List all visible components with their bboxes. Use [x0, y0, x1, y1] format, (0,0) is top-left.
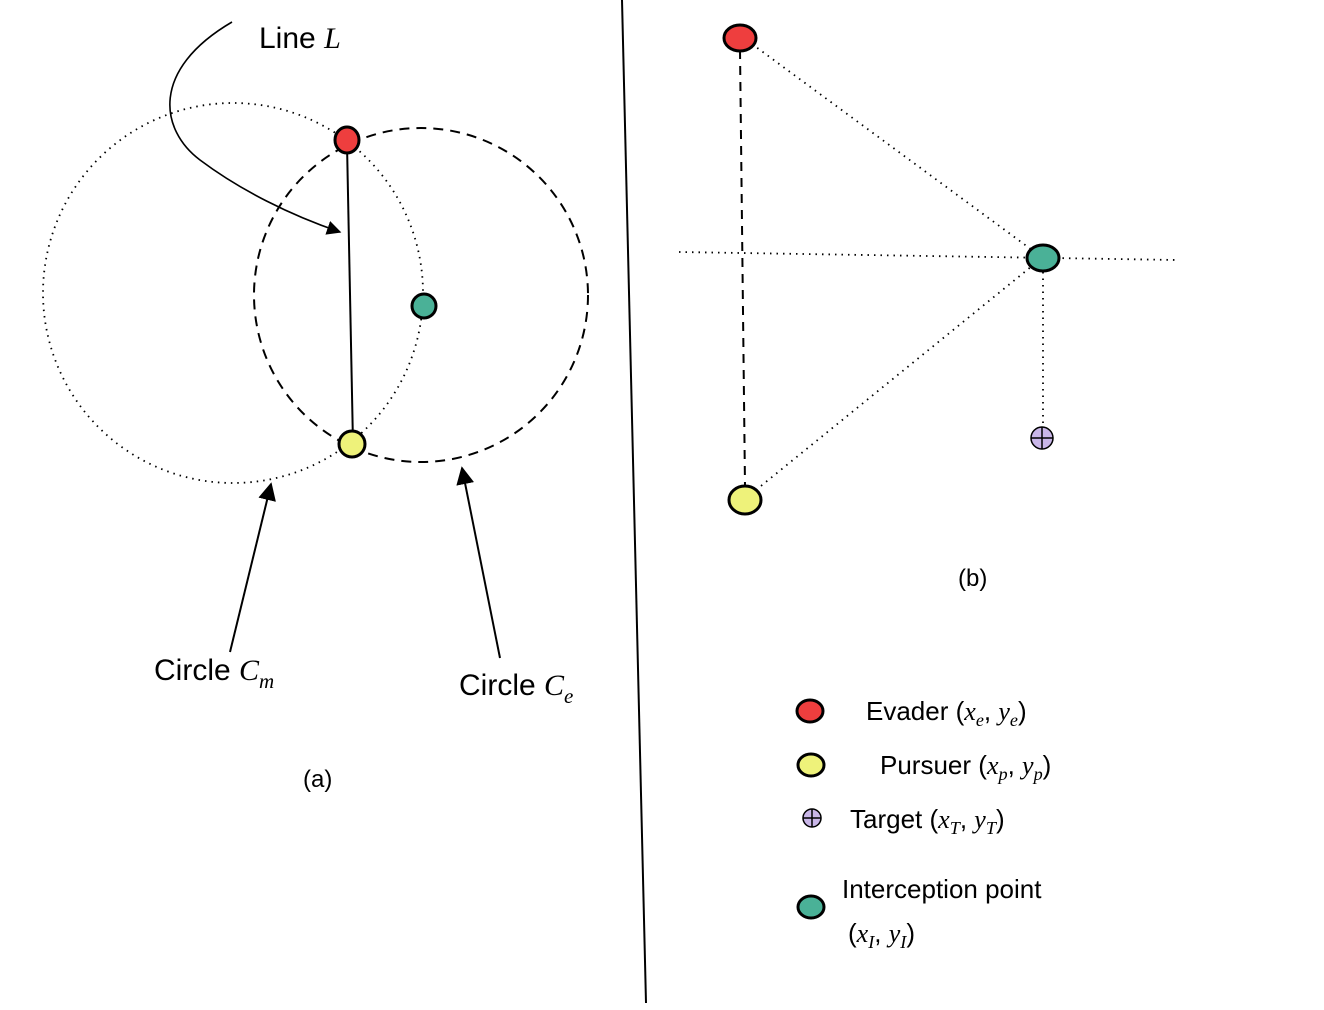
- circle-ce: [253, 127, 589, 463]
- interception-marker: [1025, 243, 1061, 273]
- caption-a: (a): [303, 766, 332, 793]
- interception-marker: [410, 292, 438, 320]
- evader-pursuer-dashed-line: [739, 49, 746, 487]
- legend-target-swatch: [802, 808, 822, 828]
- circle-ce-label: Circle Ce: [459, 669, 573, 708]
- legend-item-interception: Interception point (xI, yI): [796, 874, 1042, 952]
- evader-marker: [333, 125, 361, 155]
- caption-b: (b): [958, 565, 987, 592]
- legend-target-label: Target (xT, yT): [850, 804, 1005, 838]
- pursuer-marker: [337, 429, 367, 459]
- panel-divider: [621, 0, 647, 1004]
- legend-pursuer-label: Pursuer (xp, yp): [880, 750, 1051, 784]
- pursuer-interception-dotted-line: [755, 265, 1033, 491]
- legend-pursuer-swatch: [796, 752, 826, 778]
- line-l-label: Line L: [259, 22, 341, 55]
- line-l-pointer-arrow: [169, 21, 342, 235]
- pursuer-marker: [727, 484, 763, 516]
- circle-cm: [42, 102, 424, 484]
- line-l: [346, 143, 354, 445]
- evader-interception-dotted-line: [751, 43, 1033, 251]
- horizontal-dotted-line: [678, 251, 1178, 261]
- panel-a: Line L Circle Cm Circle Ce (a): [42, 21, 589, 793]
- legend-evader-label: Evader (xe, ye): [866, 696, 1027, 730]
- legend: Evader (xe, ye) Pursuer (xp, yp) Target …: [795, 696, 1051, 952]
- legend-interception-coords: (xI, yI): [848, 918, 915, 952]
- legend-evader-swatch: [795, 698, 825, 724]
- panel-b: (b): [678, 23, 1178, 592]
- legend-item-target: Target (xT, yT): [802, 804, 1005, 838]
- circle-cm-label: Circle Cm: [154, 654, 274, 693]
- legend-item-pursuer: Pursuer (xp, yp): [796, 750, 1051, 784]
- circle-cm-pointer-arrow: [229, 482, 276, 653]
- evader-marker: [722, 23, 758, 53]
- legend-interception-swatch: [796, 894, 826, 920]
- legend-item-evader: Evader (xe, ye): [795, 696, 1027, 730]
- circle-ce-pointer-arrow: [456, 466, 501, 659]
- legend-interception-label: Interception point: [842, 874, 1042, 904]
- target-marker: [1030, 426, 1054, 450]
